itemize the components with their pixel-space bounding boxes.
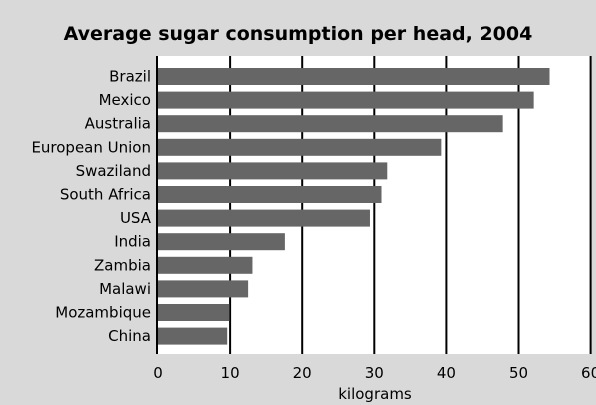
category-labels: Brazil Mexico Australia European Union Swazi… xyxy=(31,68,151,346)
bar xyxy=(158,115,503,133)
bar xyxy=(158,280,249,298)
bar xyxy=(158,233,285,251)
category-label: Mozambique xyxy=(55,304,151,322)
x-tick-label: 40 xyxy=(437,364,456,382)
category-label: South Africa xyxy=(60,186,151,204)
category-label: European Union xyxy=(31,138,151,156)
bars xyxy=(158,68,550,345)
category-label: Zambia xyxy=(94,256,151,274)
bar xyxy=(158,327,228,345)
x-tick-label: 10 xyxy=(221,364,240,382)
category-label: USA xyxy=(120,209,152,227)
x-tick-label: 60 xyxy=(581,364,596,382)
x-tick-label: 30 xyxy=(365,364,384,382)
bar xyxy=(158,256,253,274)
x-tick-label: 50 xyxy=(509,364,528,382)
category-label: Mexico xyxy=(99,91,151,109)
bar xyxy=(158,304,230,321)
category-label: Brazil xyxy=(109,68,151,86)
category-label: Malawi xyxy=(99,280,151,298)
bar xyxy=(158,209,370,227)
category-label: Swaziland xyxy=(76,162,151,180)
bar xyxy=(158,91,534,109)
bar xyxy=(158,162,388,180)
category-label: Australia xyxy=(85,115,151,133)
bar xyxy=(158,186,382,203)
category-label: China xyxy=(108,327,151,345)
x-axis-label: kilograms xyxy=(338,385,412,403)
x-tick-label: 20 xyxy=(293,364,312,382)
chart-title: Average sugar consumption per head, 2004 xyxy=(64,23,533,45)
x-tick-label: 0 xyxy=(153,364,163,382)
x-tick-labels: 0 10 20 30 40 50 60 xyxy=(153,364,596,382)
category-label: India xyxy=(114,233,151,251)
bar xyxy=(158,138,442,156)
bar xyxy=(158,68,550,85)
